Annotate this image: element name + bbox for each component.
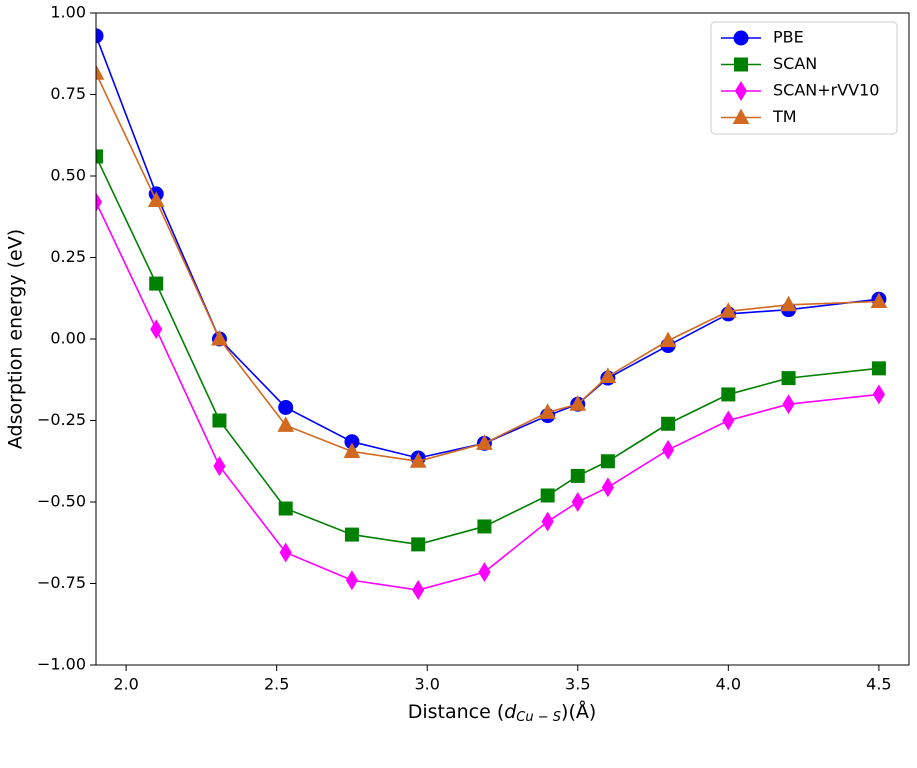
marker [540,488,555,503]
x-label-unit: )(Å) [561,700,596,723]
plot-frame [95,12,910,666]
marker [147,191,165,207]
legend-label: PBE [773,28,804,47]
marker [733,30,749,46]
marker [277,416,295,432]
legend-box [710,21,898,135]
y-tick-label: −0.25 [37,410,86,429]
marker [661,416,676,431]
marker [96,149,103,164]
legend: PBE SCAN SCAN+rVV10 TM [710,21,898,135]
x-tick-label: 3.5 [565,675,590,694]
marker [150,319,163,340]
x-label-var: d [504,701,517,723]
y-axis-label: Adsorption energy (eV) [5,229,27,449]
x-tick-label: 2.5 [264,675,289,694]
x-tick-label: 4.0 [716,675,741,694]
marker [278,399,294,415]
x-label-text: Distance ( [408,701,505,723]
marker [870,292,888,309]
marker [211,329,228,346]
x-tick-label: 4.5 [866,675,891,694]
marker [345,570,359,591]
marker [780,295,797,312]
marker [278,501,293,516]
legend-label: TM [772,107,797,126]
marker [721,387,736,402]
marker [719,302,737,318]
marker [734,57,748,72]
marker [149,276,164,291]
marker [871,361,886,376]
y-tick-label: −0.50 [37,492,86,511]
legend-label: SCAN+rVV10 [773,81,879,100]
y-tick-label: 0.75 [50,84,86,103]
marker [411,537,426,552]
marker [571,492,584,512]
marker [722,410,735,431]
marker [279,542,292,563]
marker [476,434,493,450]
y-tick-label: 0.25 [50,247,86,266]
marker [662,439,675,460]
series-line [96,35,879,459]
marker [570,468,585,483]
legend-label: SCAN [773,54,817,73]
marker [732,108,750,124]
series-line [96,201,879,591]
marker [343,442,361,458]
x-axis-label: Distance (dCu − S)(Å) [408,700,597,725]
marker [781,371,796,386]
marker [344,527,359,542]
y-tick-label: −0.75 [37,573,86,592]
marker [569,395,587,411]
series-line [96,156,879,546]
x-tick-label: 3.0 [414,675,439,694]
marker [409,452,427,468]
marker [477,519,492,534]
marker [478,562,491,583]
x-label-sub: Cu − S [516,710,561,725]
y-tick-label: −1.00 [37,655,86,674]
marker [782,394,795,415]
marker [659,331,677,348]
marker [872,384,885,405]
marker [212,413,227,428]
x-tick-label: 2.0 [113,675,138,694]
marker [599,367,617,383]
marker [412,580,425,600]
marker [96,64,105,80]
marker [539,403,557,419]
marker [600,454,615,469]
marker [601,477,614,498]
y-tick-label: 1.00 [50,3,86,22]
series-line [96,72,879,463]
marker [734,81,748,101]
y-tick-label: 0.00 [50,329,86,348]
y-tick-label: 0.50 [50,166,86,185]
plot-area [96,28,888,600]
marker [213,456,226,477]
marker [96,28,104,44]
marker [96,192,103,213]
marker [541,511,554,532]
